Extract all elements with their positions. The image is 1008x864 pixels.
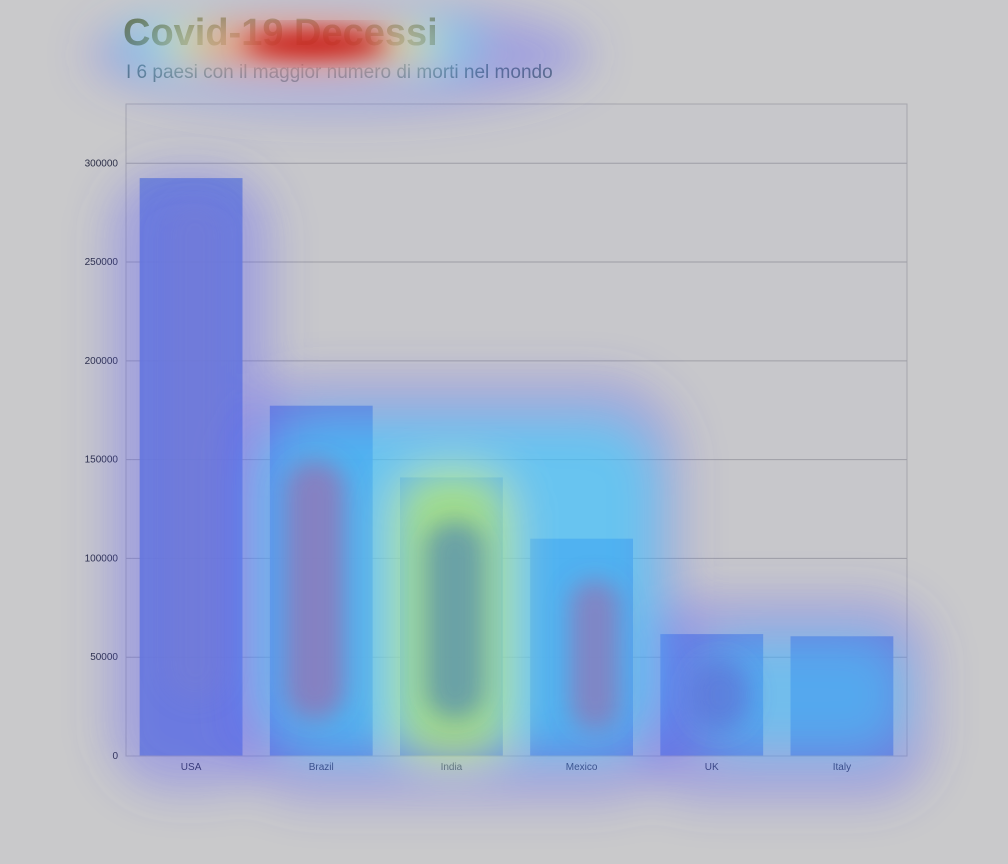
y-tick-label: 200000 xyxy=(85,356,119,367)
y-tick-label: 50000 xyxy=(90,652,118,663)
bar-mexico xyxy=(530,538,633,756)
x-tick-label: India xyxy=(441,762,463,773)
x-tick-label: USA xyxy=(181,762,202,773)
bar-usa xyxy=(139,178,243,756)
x-tick-label: UK xyxy=(705,762,719,773)
y-tick-label: 0 xyxy=(112,751,118,762)
plot-area xyxy=(125,103,908,757)
y-tick-label: 150000 xyxy=(85,455,119,466)
bar-italy xyxy=(790,636,894,756)
bar-brazil xyxy=(269,405,373,756)
x-tick-label: Italy xyxy=(833,762,851,773)
y-tick-label: 300000 xyxy=(85,158,119,169)
x-tick-label: Mexico xyxy=(566,762,598,773)
y-tick-label: 250000 xyxy=(85,257,119,268)
bar-india xyxy=(400,477,503,756)
y-tick-label: 100000 xyxy=(85,553,119,564)
x-tick-label: Brazil xyxy=(309,762,334,773)
bar-uk xyxy=(660,634,764,756)
